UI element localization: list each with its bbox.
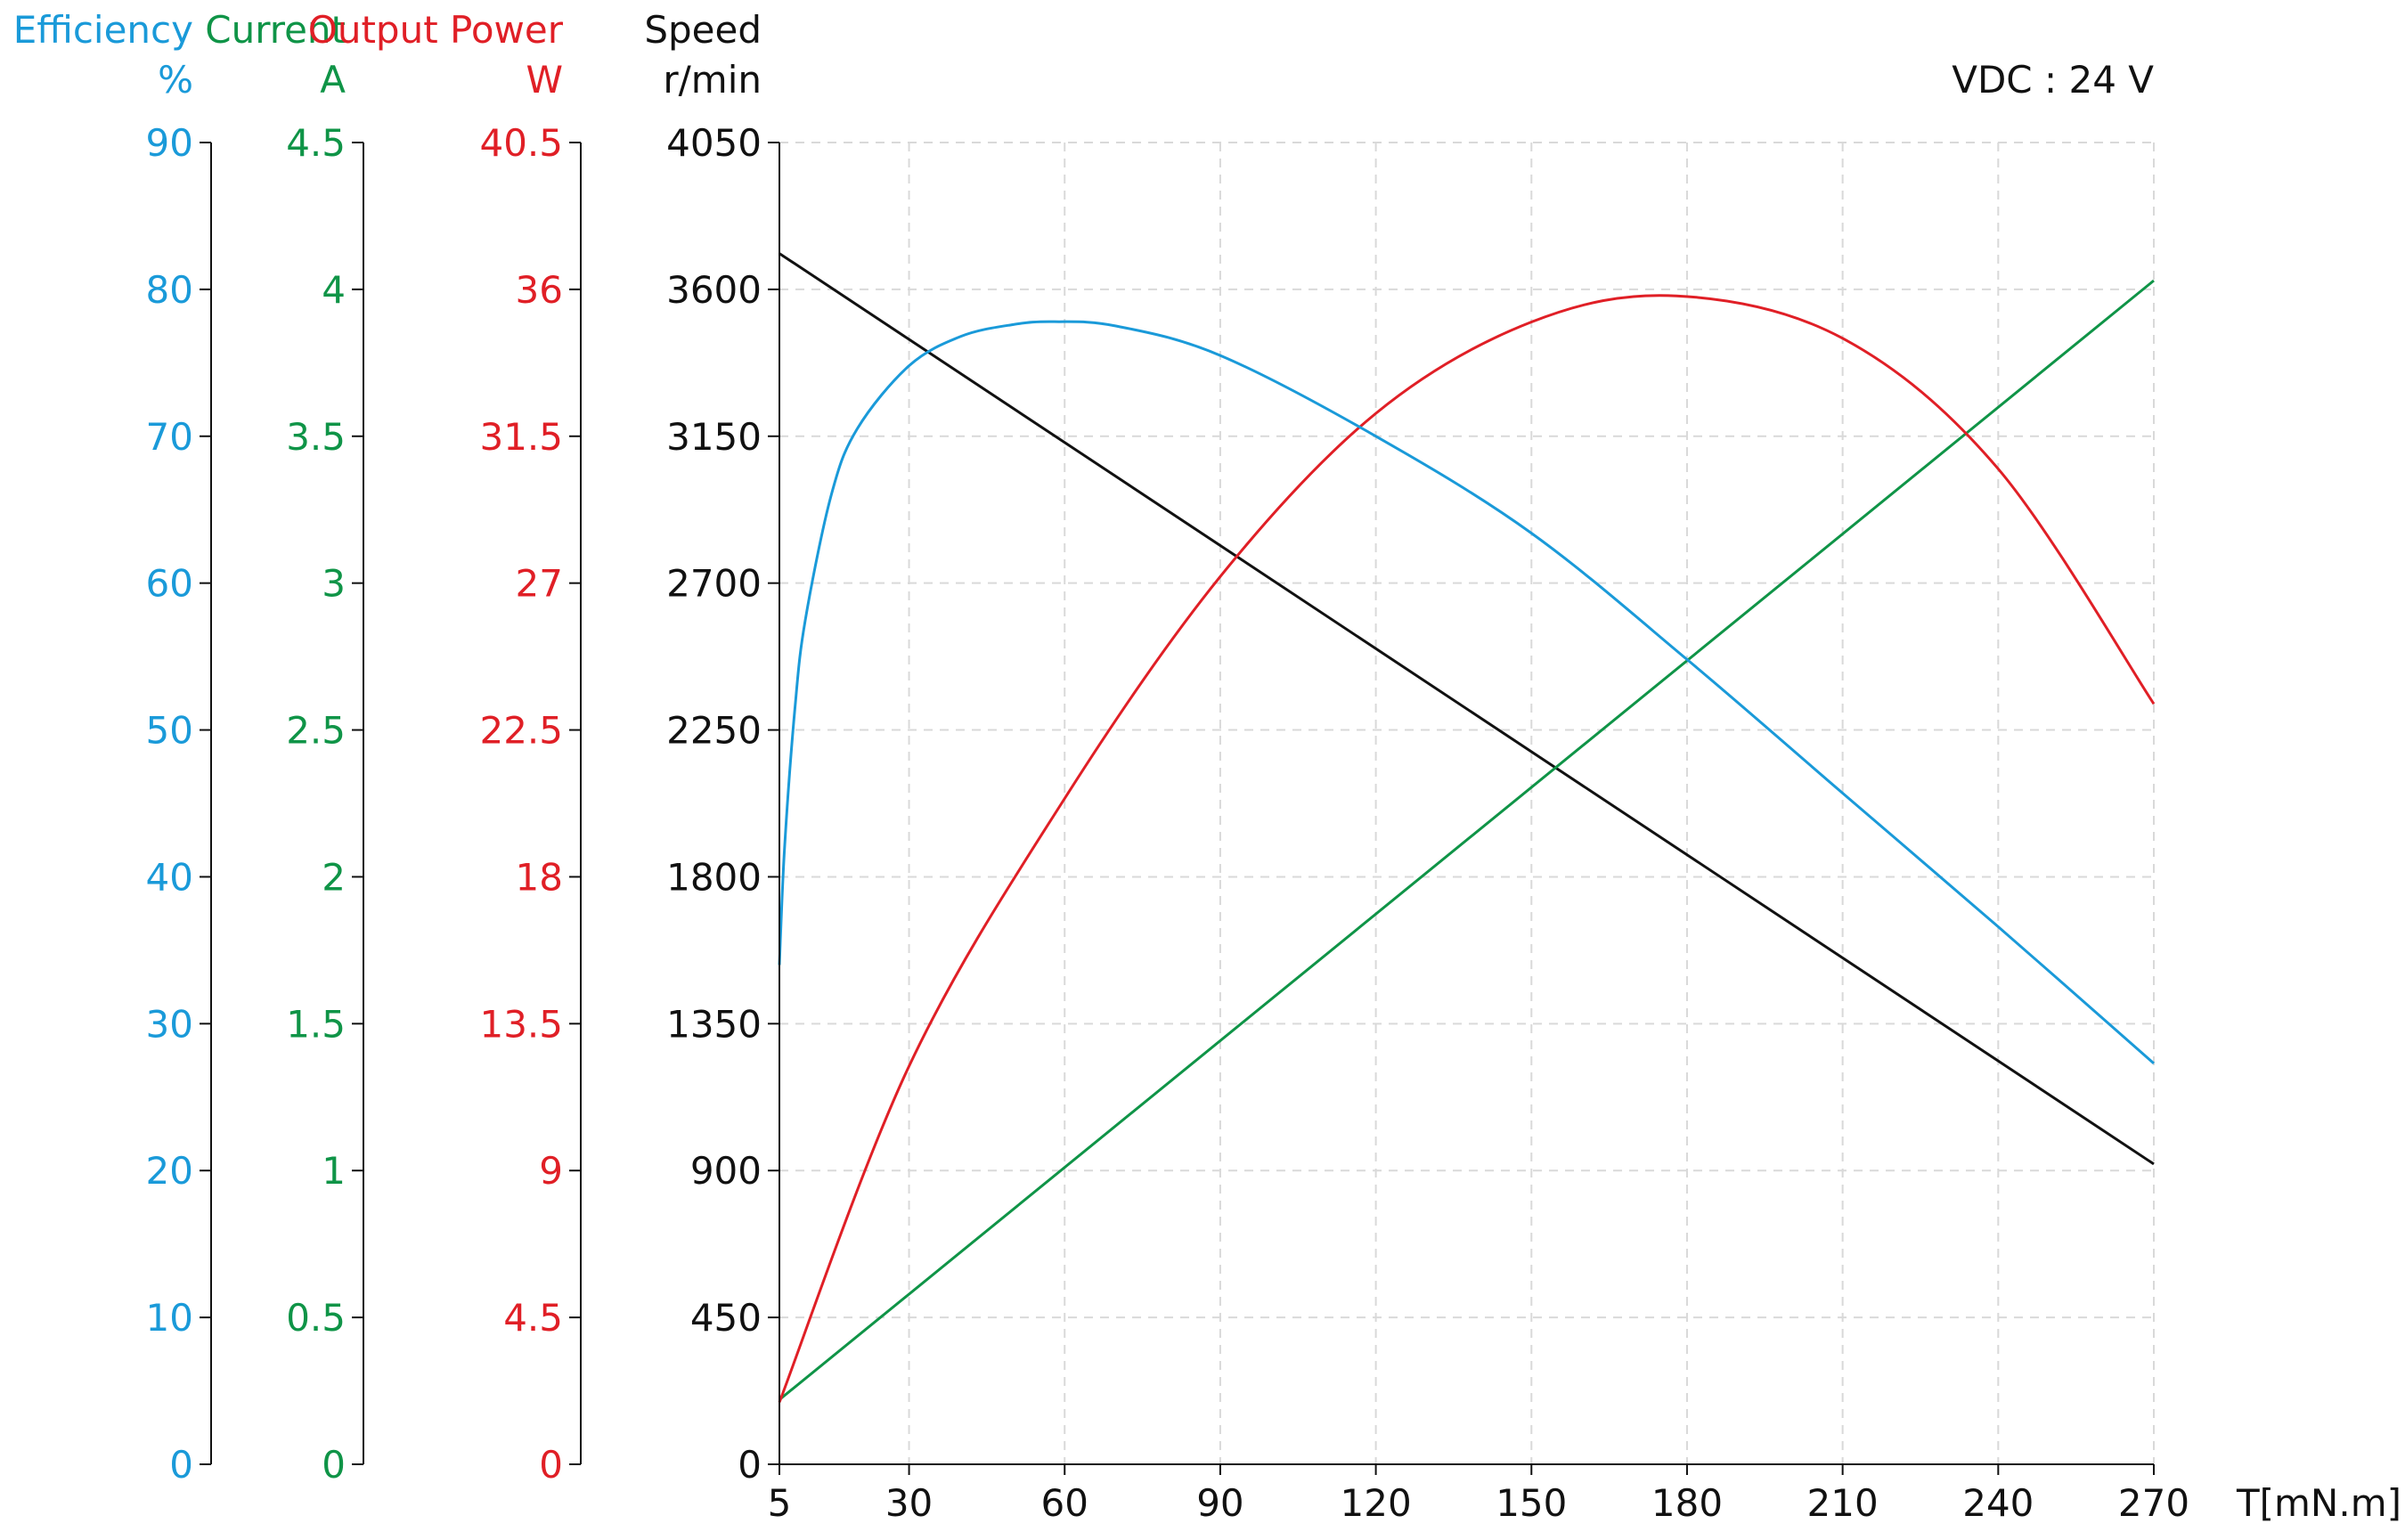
power-curve	[778, 294, 2156, 1403]
speed-tick-label: 0	[738, 1443, 762, 1487]
x-tick-label: 240	[1962, 1481, 2034, 1525]
x-axis-title: T[mN.m]	[2236, 1481, 2401, 1525]
efficiency-tick-label: 50	[146, 709, 193, 753]
speed-tick-label: 4050	[666, 121, 762, 165]
efficiency-tick-label: 70	[146, 415, 193, 459]
efficiency-tick-label: 40	[146, 855, 193, 899]
power-tick-label: 9	[539, 1149, 563, 1193]
efficiency-tick-label: 90	[146, 121, 193, 165]
speed-tick-label: 3150	[666, 415, 762, 459]
x-tick-label: 120	[1341, 1481, 1412, 1525]
power-tick-label: 18	[516, 855, 563, 899]
current-tick-label: 4	[322, 268, 346, 312]
x-tick-label: 270	[2118, 1481, 2189, 1525]
speed-tick-label: 900	[690, 1149, 762, 1193]
x-tick-label: 90	[1196, 1481, 1243, 1525]
efficiency-curve	[778, 320, 2155, 1064]
current-tick-label: 0.5	[286, 1296, 346, 1340]
power-tick-label: 13.5	[479, 1002, 563, 1046]
x-tick-label: 210	[1807, 1481, 1879, 1525]
efficiency-tick-label: 10	[146, 1296, 193, 1340]
efficiency-tick-label: 60	[146, 562, 193, 606]
power-tick-label: 22.5	[479, 709, 563, 753]
current-tick-label: 3	[322, 562, 346, 606]
vdc-annotation: VDC : 24 V	[1952, 58, 2154, 102]
power-tick-label: 27	[516, 562, 563, 606]
efficiency-axis-title: Efficiency	[13, 8, 193, 52]
grid-layer	[779, 142, 2155, 1464]
efficiency-tick-label: 30	[146, 1002, 193, 1046]
series-layer	[778, 252, 2156, 1403]
x-tick-label: 30	[885, 1481, 933, 1525]
current-tick-label: 1.5	[286, 1002, 346, 1046]
efficiency-tick-label: 20	[146, 1149, 193, 1193]
current-tick-label: 2	[322, 855, 346, 899]
efficiency-tick-label: 0	[169, 1443, 193, 1487]
x-tick-label: 60	[1041, 1481, 1088, 1525]
speed-axis-unit: r/min	[663, 58, 762, 102]
efficiency-tick-label: 80	[146, 268, 193, 312]
power-tick-label: 36	[516, 268, 563, 312]
efficiency-axis-unit: %	[158, 58, 193, 102]
axis-layer: 0102030405060708090Efficiency%00.511.522…	[13, 8, 2401, 1525]
power-tick-label: 40.5	[479, 121, 563, 165]
power-tick-label: 4.5	[503, 1296, 563, 1340]
current-tick-label: 3.5	[286, 415, 346, 459]
speed-tick-label: 1350	[666, 1002, 762, 1046]
current-tick-label: 0	[322, 1443, 346, 1487]
current-axis-title: Current	[205, 8, 346, 52]
current-tick-label: 1	[322, 1149, 346, 1193]
power-axis-unit: W	[526, 58, 563, 102]
speed-tick-label: 2250	[666, 709, 762, 753]
power-axis-title: Output Power	[308, 8, 564, 52]
speed-curve	[779, 252, 2155, 1166]
current-axis-unit: A	[320, 58, 346, 102]
power-tick-label: 31.5	[479, 415, 563, 459]
x-tick-label: 180	[1651, 1481, 1723, 1525]
speed-tick-label: 450	[690, 1296, 762, 1340]
power-tick-label: 0	[539, 1443, 563, 1487]
x-tick-label: 150	[1496, 1481, 1567, 1525]
current-curve	[779, 279, 2155, 1401]
speed-tick-label: 3600	[666, 268, 762, 312]
current-tick-label: 4.5	[286, 121, 346, 165]
x-tick-label: 5	[768, 1481, 792, 1525]
speed-tick-label: 2700	[666, 562, 762, 606]
speed-axis-title: Speed	[644, 8, 762, 52]
current-tick-label: 2.5	[286, 709, 346, 753]
speed-tick-label: 1800	[666, 855, 762, 899]
